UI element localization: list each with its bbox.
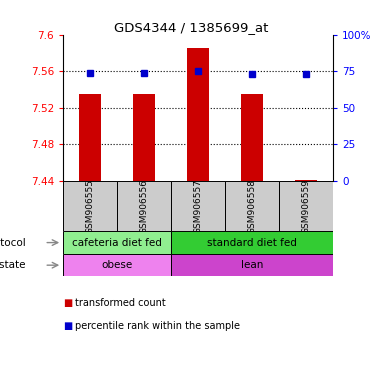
Text: GSM906558: GSM906558: [248, 179, 257, 233]
Bar: [225, 181, 279, 231]
Text: disease state: disease state: [0, 260, 25, 270]
Bar: [79, 94, 101, 181]
Bar: [63, 231, 171, 254]
Bar: [295, 180, 317, 181]
Bar: [63, 181, 117, 231]
Text: standard diet fed: standard diet fed: [207, 238, 297, 248]
Text: ■: ■: [63, 298, 72, 308]
Bar: [171, 181, 225, 231]
Bar: [133, 94, 155, 181]
Bar: [187, 48, 209, 181]
Text: GSM906557: GSM906557: [194, 179, 203, 233]
Text: protocol: protocol: [0, 238, 25, 248]
Bar: [117, 181, 171, 231]
Text: GSM906555: GSM906555: [86, 179, 95, 233]
Text: GSM906559: GSM906559: [302, 179, 311, 233]
Text: cafeteria diet fed: cafeteria diet fed: [72, 238, 162, 248]
Text: GSM906556: GSM906556: [140, 179, 149, 233]
Text: percentile rank within the sample: percentile rank within the sample: [75, 321, 240, 331]
Bar: [171, 254, 333, 276]
Bar: [279, 181, 333, 231]
Bar: [63, 254, 171, 276]
Bar: [171, 231, 333, 254]
Text: GDS4344 / 1385699_at: GDS4344 / 1385699_at: [114, 21, 269, 34]
Bar: [241, 94, 263, 181]
Text: ■: ■: [63, 321, 72, 331]
Text: lean: lean: [241, 260, 264, 270]
Text: transformed count: transformed count: [75, 298, 165, 308]
Text: obese: obese: [101, 260, 133, 270]
